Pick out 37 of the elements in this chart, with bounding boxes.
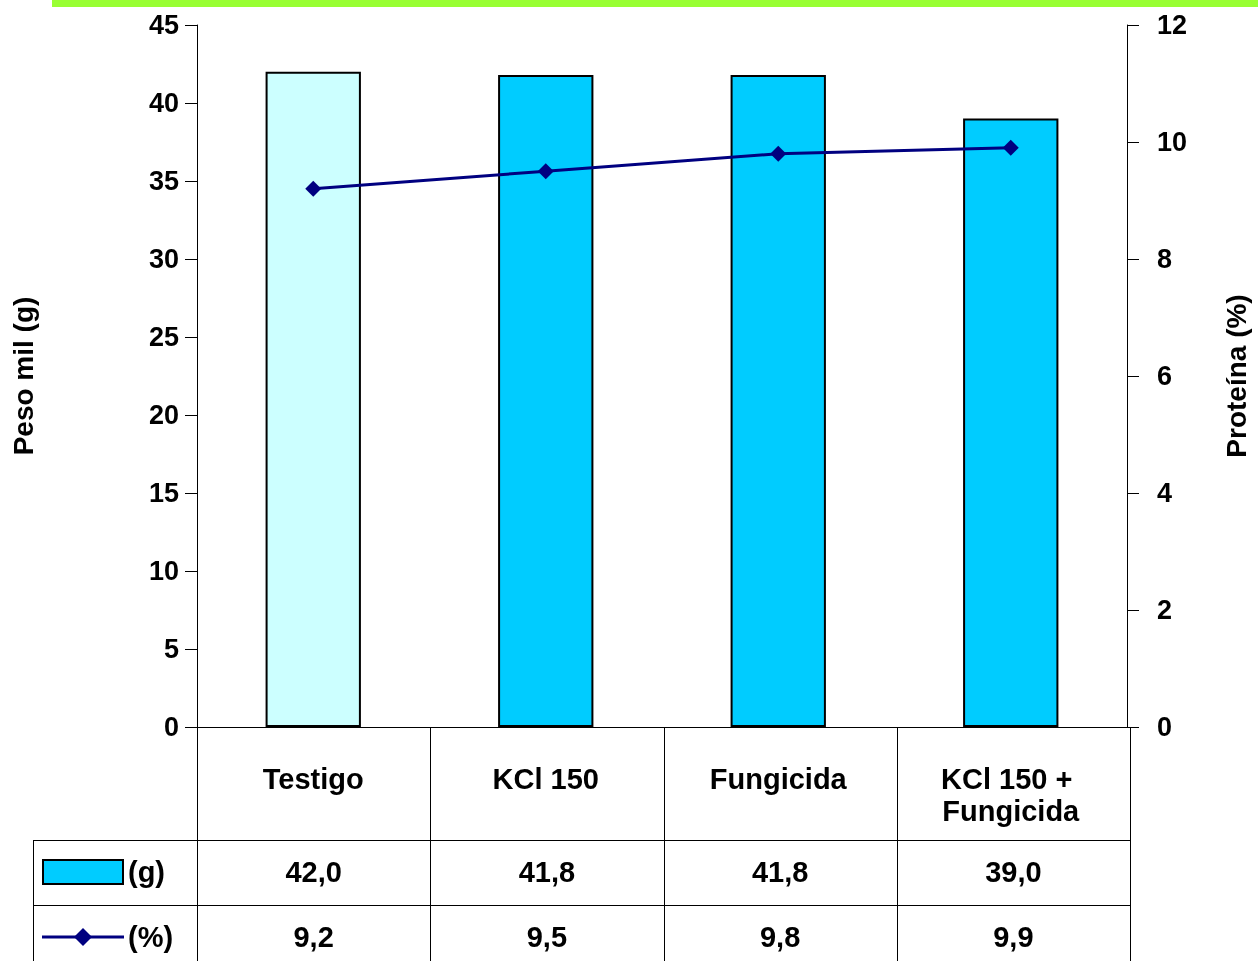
y2-tick-label: 6 — [1157, 361, 1173, 391]
point — [770, 145, 787, 162]
data-label: 9,2 — [292, 920, 335, 955]
data-label: 9,9 — [992, 920, 1035, 955]
y2-tick-label: 12 — [1157, 10, 1188, 40]
x-tick-label: Fungicida — [709, 763, 848, 795]
legend-label: (g) — [128, 855, 167, 890]
y2-tick-label: 0 — [1157, 712, 1173, 742]
y-axis-title: Peso mil (g) — [7, 296, 39, 456]
y-tick-label: 5 — [163, 634, 179, 664]
point — [1002, 139, 1019, 156]
y-tick-label: 35 — [148, 166, 179, 196]
data-label: 41,8 — [517, 855, 577, 890]
y-tick-label: 15 — [148, 478, 179, 508]
y2-tick-label: 10 — [1157, 127, 1188, 157]
y-tick-label: 45 — [148, 10, 179, 40]
y2-axis-title: Proteína (%) — [1220, 294, 1252, 458]
y2-tick-label: 8 — [1157, 244, 1173, 274]
data-label: 9,8 — [758, 920, 802, 955]
legend-label: (%) — [128, 920, 175, 955]
x-tick-label: KCl 150 + Fungicida — [941, 763, 1081, 827]
x-tick-label: Testigo — [262, 763, 364, 795]
data-label: 41,8 — [750, 855, 810, 890]
y-tick-label: 0 — [163, 712, 179, 742]
y2-tick-label: 4 — [1157, 478, 1173, 508]
y2-tick-label: 2 — [1157, 595, 1173, 625]
y-tick-label: 25 — [148, 322, 179, 352]
y-tick-label: 30 — [148, 244, 179, 274]
point — [537, 163, 554, 180]
y-tick-label: 40 — [148, 88, 179, 118]
point — [305, 180, 322, 197]
y-tick-label: 10 — [148, 556, 179, 586]
data-label: 39,0 — [984, 855, 1043, 890]
data-label: 9,5 — [525, 920, 569, 955]
y-tick-label: 20 — [148, 400, 179, 430]
x-tick-label: KCl 150 — [492, 763, 599, 795]
data-label: 42,0 — [284, 855, 343, 890]
